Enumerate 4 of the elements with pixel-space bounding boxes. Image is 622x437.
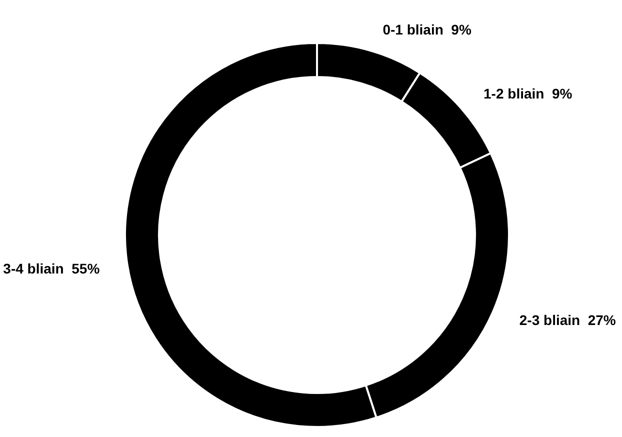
slice-label: 0-1 bliain 9%	[382, 21, 472, 38]
slice-label: 3-4 bliain 55%	[3, 260, 100, 276]
slice-label: 1-2 bliain 9%	[484, 85, 573, 102]
slice-label: 2-3 bliain 27%	[519, 312, 616, 328]
